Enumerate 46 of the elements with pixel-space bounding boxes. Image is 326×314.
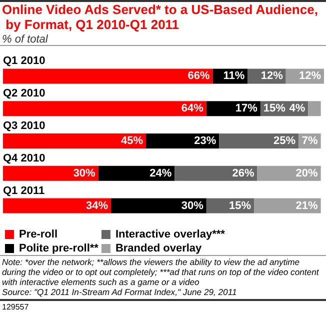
bar bbox=[3, 198, 112, 214]
data-label: 7% bbox=[302, 135, 318, 147]
data-label: 24% bbox=[150, 167, 172, 180]
bar bbox=[98, 166, 175, 181]
legend-label: Branded overlay bbox=[115, 242, 203, 254]
data-label: 15% bbox=[263, 102, 286, 115]
bar bbox=[3, 166, 98, 181]
chart-subtitle: % of total bbox=[2, 34, 48, 46]
y-tick-label: Q1 2011 bbox=[3, 184, 45, 197]
y-tick-label: Q2 2010 bbox=[3, 88, 46, 100]
data-label: 30% bbox=[73, 167, 96, 180]
bar bbox=[174, 166, 258, 181]
data-label: 15% bbox=[229, 200, 252, 212]
text: Note: *over the network; **allows the viewers the ability to view the ad anytime during the video or to opt out completely; ***ad that runs on top of the video content with interactive elements such as a game or a video bbox=[2, 257, 319, 287]
data-label: 12% bbox=[298, 70, 322, 82]
text: 129557 bbox=[2, 302, 30, 312]
bar bbox=[219, 134, 299, 148]
data-label: 30% bbox=[181, 200, 204, 212]
chart-title: Online Video Ads Served* to a US-Based Audience, by Format, Q1 2010-Q1 2011 bbox=[2, 2, 318, 32]
data-label: 23% bbox=[194, 135, 216, 147]
data-label: 26% bbox=[232, 167, 254, 180]
data-label: 12% bbox=[260, 70, 284, 82]
bar bbox=[111, 198, 206, 214]
data-label: 64% bbox=[181, 102, 204, 115]
legend-label: Interactive overlay*** bbox=[115, 228, 226, 240]
data-label: 4% bbox=[289, 102, 306, 115]
legend-label: Pre-roll bbox=[19, 228, 58, 240]
y-tick-label: Q1 2010 bbox=[3, 55, 46, 68]
bar bbox=[3, 101, 206, 116]
bar bbox=[3, 134, 146, 148]
data-label: 25% bbox=[274, 135, 296, 147]
data-label: 20% bbox=[296, 167, 318, 180]
bar bbox=[146, 134, 220, 148]
y-tick-label: Q4 2010 bbox=[3, 152, 46, 164]
source-note: Source: "Q1 2011 In-Stream Ad Format Index," June 29, 2011 bbox=[2, 287, 238, 297]
legend-label: Polite pre-roll** bbox=[19, 242, 100, 254]
bar bbox=[308, 101, 321, 116]
data-label: 17% bbox=[235, 102, 258, 115]
data-label: 45% bbox=[120, 135, 144, 147]
bar bbox=[3, 68, 213, 84]
data-label: 11% bbox=[223, 70, 245, 82]
data-label: 34% bbox=[86, 200, 108, 212]
y-tick-label: Q3 2010 bbox=[3, 120, 46, 132]
data-label: 66% bbox=[188, 70, 210, 82]
data-label: 21% bbox=[296, 200, 318, 212]
bar bbox=[254, 198, 321, 214]
